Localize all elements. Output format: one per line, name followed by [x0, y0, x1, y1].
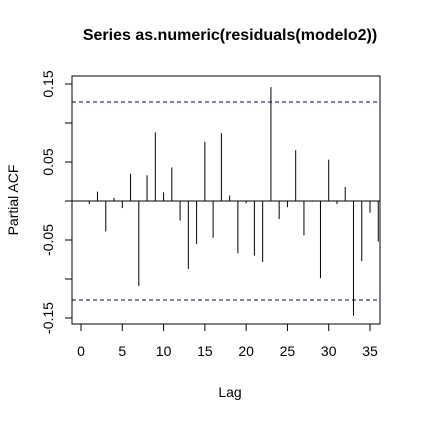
x-axis-label: Lag [218, 384, 241, 400]
y-axis: -0.15 -0.05 0.05 0.15 [40, 70, 73, 334]
x-tick-label: 0 [77, 343, 85, 359]
plot-frame [71, 75, 381, 325]
x-tick-label: 5 [118, 343, 126, 359]
chart-title: Series as.numeric(residuals(modelo2)) [83, 27, 377, 44]
y-tick-label: 0.15 [40, 70, 56, 97]
pacf-bars [88, 87, 379, 316]
x-tick-label: 15 [197, 343, 213, 359]
y-tick-label: -0.05 [40, 224, 56, 256]
x-tick-label: 35 [362, 343, 378, 359]
confidence-bounds [72, 101, 380, 301]
y-tick-label: -0.15 [40, 302, 56, 334]
x-tick-label: 30 [321, 343, 337, 359]
x-tick-label: 25 [280, 343, 296, 359]
y-tick-label: 0.05 [40, 148, 56, 175]
x-tick-label: 20 [238, 343, 254, 359]
x-tick-label: 10 [156, 343, 172, 359]
x-axis: 0 5 10 15 20 25 30 35 [77, 323, 378, 359]
y-axis-label: Partial ACF [5, 165, 21, 236]
